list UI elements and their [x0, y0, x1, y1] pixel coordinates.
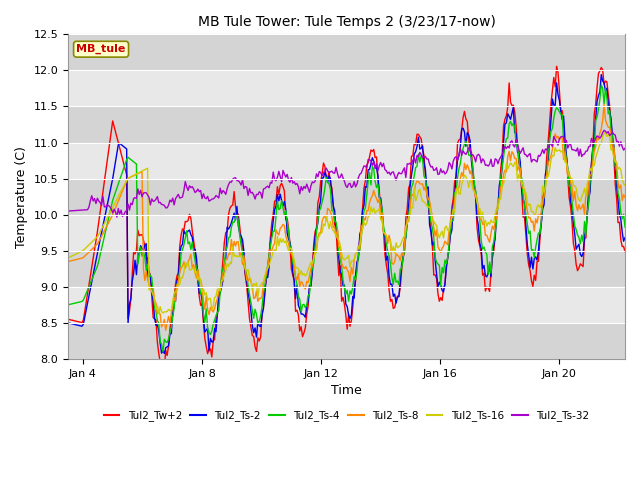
Tul2_Ts-4 [159, 348, 167, 354]
Bar [68, 179, 625, 215]
Tul2_Ts-4 [286, 243, 294, 249]
Tul2_Ts-16 [602, 130, 609, 135]
Tul2_Tw+2 [553, 63, 561, 69]
Tul2_Ts-8 [416, 181, 424, 187]
Tul2_Ts-8 [247, 279, 255, 285]
Tul2_Ts-2 [416, 146, 424, 152]
Tul2_Ts-16 [131, 172, 139, 178]
Tul2_Ts-4 [64, 302, 72, 308]
Line: Tul2_Ts-16: Tul2_Ts-16 [68, 132, 625, 314]
Line: Tul2_Ts-4: Tul2_Ts-4 [68, 85, 625, 351]
Tul2_Ts-2 [247, 308, 255, 314]
Tul2_Tw+2 [131, 251, 139, 257]
Bar [68, 323, 625, 359]
Tul2_Ts-8 [600, 101, 608, 107]
Tul2_Ts-32 [470, 154, 478, 160]
Line: Tul2_Tw+2: Tul2_Tw+2 [68, 66, 625, 368]
Tul2_Ts-32 [64, 208, 72, 214]
Tul2_Ts-2 [131, 257, 139, 263]
Tul2_Tw+2 [286, 241, 294, 247]
Tul2_Ts-8 [131, 172, 139, 178]
Legend: Tul2_Tw+2, Tul2_Ts-2, Tul2_Ts-4, Tul2_Ts-8, Tul2_Ts-16, Tul2_Ts-32: Tul2_Tw+2, Tul2_Ts-2, Tul2_Ts-4, Tul2_Ts… [100, 406, 593, 426]
Tul2_Ts-2 [161, 350, 168, 356]
Tul2_Ts-4 [597, 82, 605, 88]
Text: MB_tule: MB_tule [76, 44, 125, 54]
Tul2_Ts-32 [600, 128, 608, 133]
Tul2_Tw+2 [247, 324, 255, 330]
Tul2_Ts-2 [597, 72, 605, 77]
Tul2_Ts-4 [470, 180, 478, 185]
Tul2_Tw+2 [621, 249, 629, 254]
Tul2_Ts-16 [621, 182, 629, 188]
Tul2_Ts-4 [247, 300, 255, 305]
Y-axis label: Temperature (C): Temperature (C) [15, 146, 28, 248]
Tul2_Ts-32 [286, 180, 294, 185]
Tul2_Ts-8 [621, 194, 629, 200]
Tul2_Tw+2 [161, 365, 168, 371]
Tul2_Ts-4 [416, 159, 424, 165]
Tul2_Ts-2 [470, 182, 478, 188]
Tul2_Ts-2 [621, 235, 629, 240]
Bar [68, 35, 625, 71]
Tul2_Ts-32 [247, 190, 255, 196]
Tul2_Ts-4 [131, 160, 139, 166]
Bar [68, 251, 625, 287]
Tul2_Ts-16 [155, 311, 163, 317]
Tul2_Ts-32 [113, 214, 121, 220]
Title: MB Tule Tower: Tule Temps 2 (3/23/17-now): MB Tule Tower: Tule Temps 2 (3/23/17-now… [198, 15, 495, 29]
Tul2_Ts-8 [468, 167, 476, 173]
Tul2_Ts-16 [470, 188, 478, 194]
Tul2_Ts-8 [470, 189, 478, 194]
Tul2_Ts-8 [286, 250, 294, 255]
Tul2_Ts-16 [64, 255, 72, 261]
Tul2_Tw+2 [416, 134, 424, 140]
Tul2_Tw+2 [64, 316, 72, 322]
Line: Tul2_Ts-32: Tul2_Ts-32 [68, 131, 625, 217]
Tul2_Ts-16 [286, 245, 294, 251]
Tul2_Ts-4 [621, 224, 629, 230]
Tul2_Ts-8 [64, 259, 72, 264]
Tul2_Ts-4 [468, 155, 476, 160]
Tul2_Ts-8 [162, 327, 170, 333]
Tul2_Ts-32 [416, 150, 424, 156]
Tul2_Ts-2 [64, 320, 72, 326]
Tul2_Ts-16 [247, 276, 255, 282]
Tul2_Ts-2 [468, 158, 476, 164]
Bar [68, 107, 625, 143]
Tul2_Ts-32 [621, 145, 629, 151]
Tul2_Ts-2 [286, 240, 294, 245]
Tul2_Ts-16 [416, 186, 424, 192]
Line: Tul2_Ts-8: Tul2_Ts-8 [68, 104, 625, 330]
Tul2_Ts-32 [468, 152, 476, 157]
Tul2_Tw+2 [470, 186, 478, 192]
Tul2_Ts-32 [132, 195, 140, 201]
Tul2_Tw+2 [468, 149, 476, 155]
X-axis label: Time: Time [331, 384, 362, 397]
Line: Tul2_Ts-2: Tul2_Ts-2 [68, 74, 625, 353]
Tul2_Ts-16 [468, 179, 476, 185]
